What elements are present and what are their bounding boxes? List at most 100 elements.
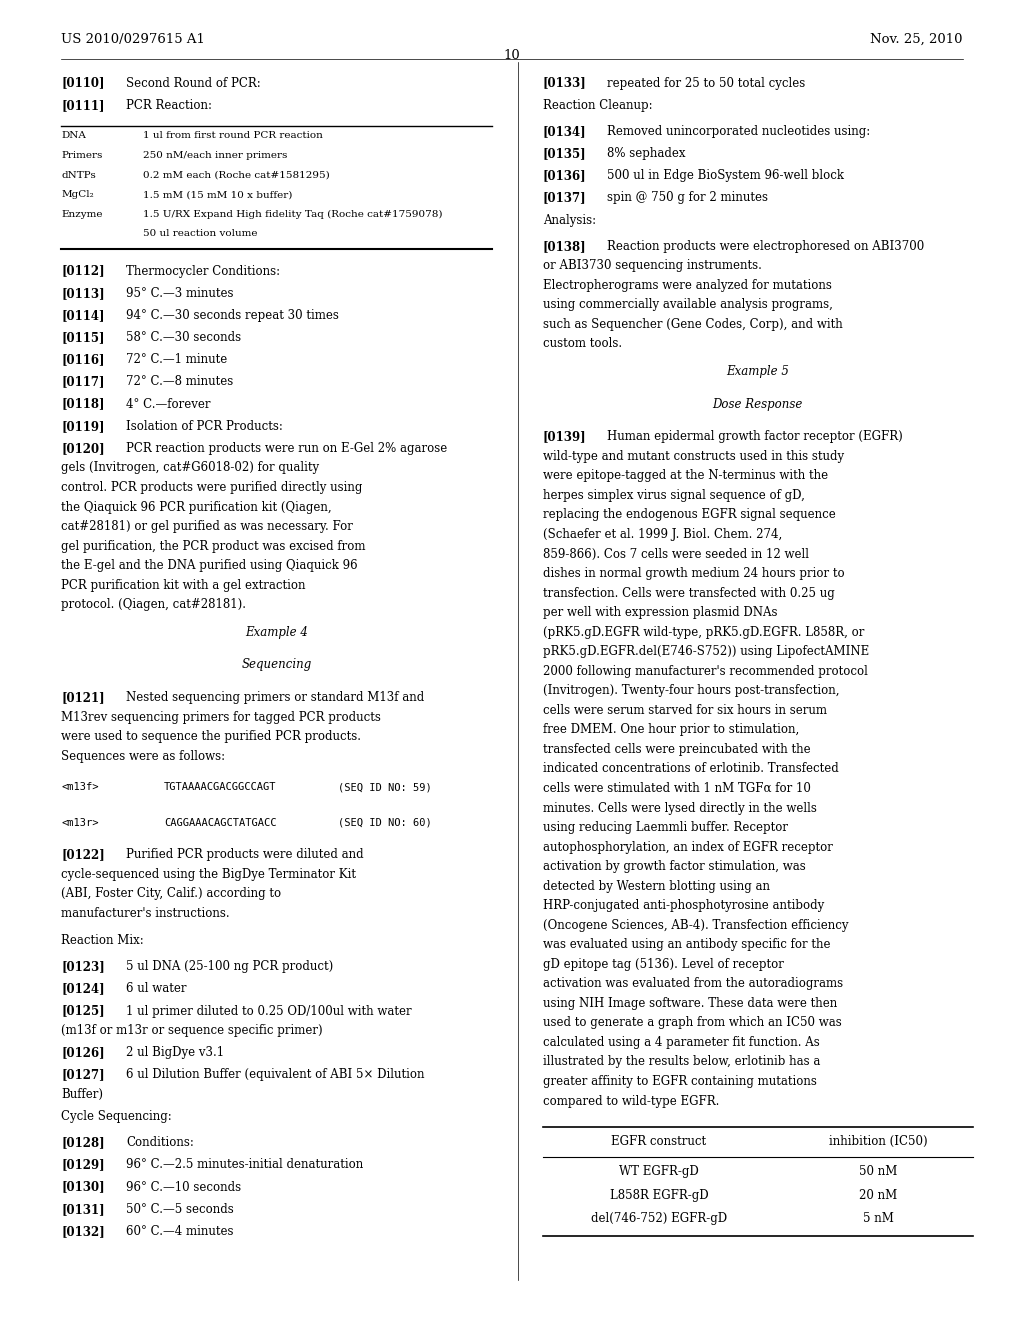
Text: cycle-sequenced using the BigDye Terminator Kit: cycle-sequenced using the BigDye Termina…: [61, 867, 356, 880]
Text: inhibition (IC50): inhibition (IC50): [828, 1135, 928, 1148]
Text: Removed unincorporated nucleotides using:: Removed unincorporated nucleotides using…: [607, 125, 870, 137]
Text: 2000 following manufacturer's recommended protocol: 2000 following manufacturer's recommende…: [543, 665, 867, 677]
Text: dishes in normal growth medium 24 hours prior to: dishes in normal growth medium 24 hours …: [543, 568, 845, 579]
Text: 1.5 U/RX Expand High fidelity Taq (Roche cat#1759078): 1.5 U/RX Expand High fidelity Taq (Roche…: [143, 210, 442, 219]
Text: using commercially available analysis programs,: using commercially available analysis pr…: [543, 298, 833, 312]
Text: Enzyme: Enzyme: [61, 210, 103, 219]
Text: 6 ul Dilution Buffer (equivalent of ABI 5× Dilution: 6 ul Dilution Buffer (equivalent of ABI …: [126, 1068, 425, 1081]
Text: [0125]: [0125]: [61, 1005, 105, 1018]
Text: [0115]: [0115]: [61, 331, 104, 345]
Text: spin @ 750 g for 2 minutes: spin @ 750 g for 2 minutes: [607, 191, 768, 205]
Text: [0127]: [0127]: [61, 1068, 105, 1081]
Text: (Oncogene Sciences, AB-4). Transfection efficiency: (Oncogene Sciences, AB-4). Transfection …: [543, 919, 848, 932]
Text: CAGGAAACAGCTATGACC: CAGGAAACAGCTATGACC: [164, 818, 276, 828]
Text: Buffer): Buffer): [61, 1088, 103, 1101]
Text: L858R EGFR-gD: L858R EGFR-gD: [609, 1189, 709, 1201]
Text: were used to sequence the purified PCR products.: were used to sequence the purified PCR p…: [61, 730, 361, 743]
Text: such as Sequencher (Gene Codes, Corp), and with: such as Sequencher (Gene Codes, Corp), a…: [543, 318, 843, 331]
Text: [0124]: [0124]: [61, 982, 105, 995]
Text: dNTPs: dNTPs: [61, 170, 96, 180]
Text: <m13f>: <m13f>: [61, 783, 99, 792]
Text: [0117]: [0117]: [61, 375, 104, 388]
Text: 8% sephadex: 8% sephadex: [607, 147, 686, 160]
Text: indicated concentrations of erlotinib. Transfected: indicated concentrations of erlotinib. T…: [543, 763, 839, 775]
Text: Nested sequencing primers or standard M13f and: Nested sequencing primers or standard M1…: [126, 692, 424, 704]
Text: PCR reaction products were run on E-Gel 2% agarose: PCR reaction products were run on E-Gel …: [126, 442, 447, 455]
Text: [0138]: [0138]: [543, 240, 587, 252]
Text: 1 ul primer diluted to 0.25 OD/100ul with water: 1 ul primer diluted to 0.25 OD/100ul wit…: [126, 1005, 412, 1018]
Text: 58° C.—30 seconds: 58° C.—30 seconds: [126, 331, 241, 345]
Text: Reaction Cleanup:: Reaction Cleanup:: [543, 99, 652, 112]
Text: [0135]: [0135]: [543, 147, 587, 160]
Text: TGTAAAACGACGGCCAGT: TGTAAAACGACGGCCAGT: [164, 783, 276, 792]
Text: 72° C.—1 minute: 72° C.—1 minute: [126, 354, 227, 366]
Text: <m13r>: <m13r>: [61, 818, 99, 828]
Text: gels (Invitrogen, cat#G6018-02) for quality: gels (Invitrogen, cat#G6018-02) for qual…: [61, 462, 319, 474]
Text: (SEQ ID NO: 59): (SEQ ID NO: 59): [338, 783, 432, 792]
Text: [0131]: [0131]: [61, 1203, 105, 1216]
Text: 60° C.—4 minutes: 60° C.—4 minutes: [126, 1225, 233, 1238]
Text: gel purification, the PCR product was excised from: gel purification, the PCR product was ex…: [61, 540, 366, 553]
Text: cells were serum starved for six hours in serum: cells were serum starved for six hours i…: [543, 704, 826, 717]
Text: [0119]: [0119]: [61, 420, 104, 433]
Text: repeated for 25 to 50 total cycles: repeated for 25 to 50 total cycles: [607, 77, 806, 90]
Text: minutes. Cells were lysed directly in the wells: minutes. Cells were lysed directly in th…: [543, 801, 816, 814]
Text: Second Round of PCR:: Second Round of PCR:: [126, 77, 261, 90]
Text: 2 ul BigDye v3.1: 2 ul BigDye v3.1: [126, 1047, 224, 1059]
Text: 1 ul from first round PCR reaction: 1 ul from first round PCR reaction: [143, 132, 324, 140]
Text: control. PCR products were purified directly using: control. PCR products were purified dire…: [61, 480, 362, 494]
Text: was evaluated using an antibody specific for the: was evaluated using an antibody specific…: [543, 939, 830, 952]
Text: [0121]: [0121]: [61, 692, 105, 704]
Text: 5 ul DNA (25-100 ng PCR product): 5 ul DNA (25-100 ng PCR product): [126, 960, 333, 973]
Text: the Qiaquick 96 PCR purification kit (Qiagen,: the Qiaquick 96 PCR purification kit (Qi…: [61, 500, 332, 513]
Text: Electropherograms were analyzed for mutations: Electropherograms were analyzed for muta…: [543, 279, 831, 292]
Text: [0129]: [0129]: [61, 1159, 105, 1171]
Text: 96° C.—10 seconds: 96° C.—10 seconds: [126, 1180, 241, 1193]
Text: US 2010/0297615 A1: US 2010/0297615 A1: [61, 33, 206, 46]
Text: (ABI, Foster City, Calif.) according to: (ABI, Foster City, Calif.) according to: [61, 887, 282, 900]
Text: PCR purification kit with a gel extraction: PCR purification kit with a gel extracti…: [61, 578, 306, 591]
Text: [0111]: [0111]: [61, 99, 104, 112]
Text: cat#28181) or gel purified as was necessary. For: cat#28181) or gel purified as was necess…: [61, 520, 353, 533]
Text: Cycle Sequencing:: Cycle Sequencing:: [61, 1110, 172, 1123]
Text: 0.2 mM each (Roche cat#1581295): 0.2 mM each (Roche cat#1581295): [143, 170, 330, 180]
Text: (SEQ ID NO: 60): (SEQ ID NO: 60): [338, 818, 432, 828]
Text: Conditions:: Conditions:: [126, 1137, 194, 1150]
Text: [0136]: [0136]: [543, 169, 587, 182]
Text: activation by growth factor stimulation, was: activation by growth factor stimulation,…: [543, 861, 806, 873]
Text: wild-type and mutant constructs used in this study: wild-type and mutant constructs used in …: [543, 450, 844, 463]
Text: del(746-752) EGFR-gD: del(746-752) EGFR-gD: [591, 1212, 727, 1225]
Text: [0122]: [0122]: [61, 847, 105, 861]
Text: gD epitope tag (5136). Level of receptor: gD epitope tag (5136). Level of receptor: [543, 958, 783, 970]
Text: using NIH Image software. These data were then: using NIH Image software. These data wer…: [543, 997, 837, 1010]
Text: [0132]: [0132]: [61, 1225, 105, 1238]
Text: Sequencing: Sequencing: [242, 659, 311, 672]
Text: Human epidermal growth factor receptor (EGFR): Human epidermal growth factor receptor (…: [607, 430, 903, 444]
Text: WT EGFR-gD: WT EGFR-gD: [618, 1166, 698, 1179]
Text: compared to wild-type EGFR.: compared to wild-type EGFR.: [543, 1094, 719, 1107]
Text: Nov. 25, 2010: Nov. 25, 2010: [870, 33, 963, 46]
Text: (m13f or m13r or sequence specific primer): (m13f or m13r or sequence specific prime…: [61, 1024, 323, 1038]
Text: 94° C.—30 seconds repeat 30 times: 94° C.—30 seconds repeat 30 times: [126, 309, 339, 322]
Text: (pRK5.gD.EGFR wild-type, pRK5.gD.EGFR. L858R, or: (pRK5.gD.EGFR wild-type, pRK5.gD.EGFR. L…: [543, 626, 864, 639]
Text: transfected cells were preincubated with the: transfected cells were preincubated with…: [543, 743, 810, 756]
Text: illustrated by the results below, erlotinib has a: illustrated by the results below, erloti…: [543, 1056, 820, 1068]
Text: calculated using a 4 parameter fit function. As: calculated using a 4 parameter fit funct…: [543, 1036, 819, 1049]
Text: [0126]: [0126]: [61, 1047, 105, 1059]
Text: Analysis:: Analysis:: [543, 214, 596, 227]
Text: [0128]: [0128]: [61, 1137, 105, 1150]
Text: 72° C.—8 minutes: 72° C.—8 minutes: [126, 375, 233, 388]
Text: 1.5 mM (15 mM 10 x buffer): 1.5 mM (15 mM 10 x buffer): [143, 190, 293, 199]
Text: [0112]: [0112]: [61, 264, 105, 277]
Text: MgCl₂: MgCl₂: [61, 190, 94, 199]
Text: transfection. Cells were transfected with 0.25 ug: transfection. Cells were transfected wit…: [543, 586, 835, 599]
Text: Sequences were as follows:: Sequences were as follows:: [61, 750, 225, 763]
Text: or ABI3730 sequencing instruments.: or ABI3730 sequencing instruments.: [543, 259, 762, 272]
Text: [0137]: [0137]: [543, 191, 587, 205]
Text: [0120]: [0120]: [61, 442, 105, 455]
Text: Reaction products were electrophoresed on ABI3700: Reaction products were electrophoresed o…: [607, 240, 925, 252]
Text: 4° C.—forever: 4° C.—forever: [126, 397, 211, 411]
Text: the E-gel and the DNA purified using Qiaquick 96: the E-gel and the DNA purified using Qia…: [61, 560, 358, 572]
Text: activation was evaluated from the autoradiograms: activation was evaluated from the autora…: [543, 977, 843, 990]
Text: Isolation of PCR Products:: Isolation of PCR Products:: [126, 420, 283, 433]
